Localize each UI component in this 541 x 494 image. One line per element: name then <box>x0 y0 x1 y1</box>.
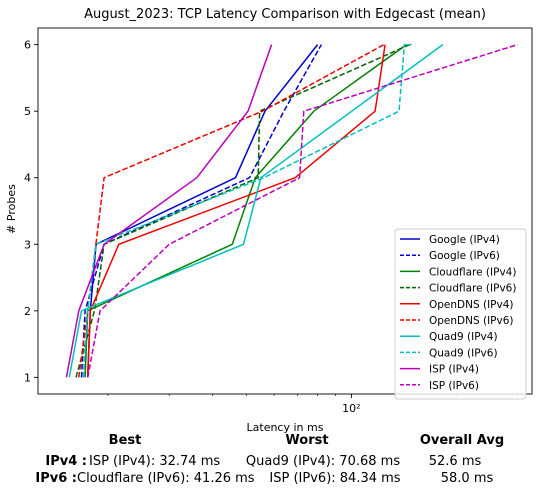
series-layer <box>65 43 518 378</box>
worst-header: Worst <box>285 433 329 448</box>
legend-box <box>394 228 527 400</box>
ipv6-row-label: IPv6 : <box>35 471 77 486</box>
legend-label-6: Quad9 (IPv4) <box>429 331 498 343</box>
legend-label-4: OpenDNS (IPv4) <box>429 299 514 311</box>
legend-label-2: Cloudflare (IPv4) <box>429 266 516 278</box>
legend: Google (IPv4) Google (IPv6) Cloudflare (IP… <box>394 228 527 400</box>
ipv4-row-label: IPv4 : <box>45 454 87 469</box>
y-axis-label: # Probes <box>5 184 18 234</box>
axes-layer: 1 2 3 4 5 6 10² <box>24 27 533 415</box>
y-tick-label: 4 <box>24 172 31 185</box>
legend-label-7: Quad9 (IPv6) <box>429 347 498 359</box>
series-line-9 <box>86 43 518 378</box>
legend-label-8: ISP (IPv4) <box>429 364 479 376</box>
legend-label-1: Google (IPv6) <box>429 250 500 262</box>
axes-frame <box>37 27 533 395</box>
best-header: Best <box>108 433 142 448</box>
ipv6-worst-value: ISP (IPv6): 84.34 ms <box>269 471 401 486</box>
ipv4-best-value: ISP (IPv4): 32.74 ms <box>89 454 221 469</box>
chart-title: August_2023: TCP Latency Comparison with… <box>84 7 486 22</box>
series-line-1 <box>80 44 323 378</box>
y-tick-label: 1 <box>24 371 31 384</box>
series-line-6 <box>68 43 444 378</box>
series-line-3 <box>75 43 411 378</box>
ipv4-worst-value: Quad9 (IPv4): 70.68 ms <box>245 454 401 469</box>
ipv4-overall-value: 52.6 ms <box>428 454 482 469</box>
legend-label-3: Cloudflare (IPv6) <box>429 283 516 295</box>
overall-avg-header: Overall Avg <box>419 433 505 448</box>
legend-label-9: ISP (IPv6) <box>429 380 479 392</box>
y-tick-label: 3 <box>24 238 31 251</box>
y-tick-label: 2 <box>24 305 31 318</box>
x-axis-label: Latency in ms <box>247 421 324 434</box>
ipv6-best-value: Cloudflare (IPv6): 41.26 ms <box>77 471 255 486</box>
series-line-4 <box>86 44 386 378</box>
y-tick-label: 6 <box>24 39 31 52</box>
ipv6-overall-value: 58.0 ms <box>440 471 494 486</box>
legend-label-0: Google (IPv4) <box>429 234 500 246</box>
summary-table: Best Worst Overall Avg IPv4 : ISP (IPv4)… <box>0 430 541 494</box>
series-line-5 <box>78 43 385 378</box>
legend-label-5: OpenDNS (IPv6) <box>429 315 514 327</box>
series-line-7 <box>82 43 412 378</box>
y-tick-label: 5 <box>24 105 31 118</box>
x-tick-label: 10² <box>342 402 360 415</box>
series-line-8 <box>65 44 273 378</box>
